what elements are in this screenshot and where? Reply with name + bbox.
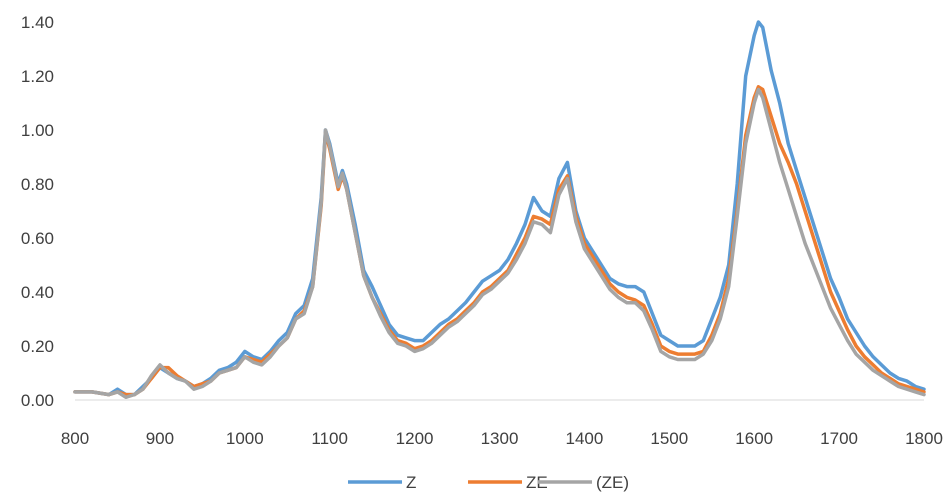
x-tick-label: 1400 [565, 429, 603, 448]
x-tick-label: 900 [146, 429, 174, 448]
x-axis-ticks: 800 900 1000 1100 1200 1300 1400 1500 1600 1700 18… [61, 429, 943, 448]
x-tick-label: 1100 [311, 429, 348, 448]
x-tick-label: 1300 [481, 429, 519, 448]
x-tick-label: 1700 [820, 429, 858, 448]
y-tick-label: 1.40 [21, 13, 54, 32]
y-tick-label: 1.00 [21, 121, 54, 140]
y-axis-ticks: 0.00 0.20 0.40 0.60 0.80 1.00 1.20 1.40 [21, 13, 54, 410]
series-line-1 [73, 20, 926, 397]
legend-label-2: ZE [526, 473, 548, 492]
x-tick-label: 1800 [905, 429, 943, 448]
x-tick-label: 1200 [396, 429, 434, 448]
y-tick-label: 1.20 [21, 67, 54, 86]
x-tick-label: 1600 [735, 429, 773, 448]
x-tick-label: 1500 [650, 429, 688, 448]
legend-label-1: Z [406, 473, 416, 492]
series-line-2 [73, 85, 926, 397]
legend-label-3: (ZE) [596, 473, 629, 492]
y-tick-label: 0.00 [21, 391, 54, 410]
x-tick-label: 1000 [226, 429, 264, 448]
y-tick-label: 0.20 [21, 337, 54, 356]
x-tick-label: 800 [61, 429, 89, 448]
y-tick-label: 0.60 [21, 229, 54, 248]
series-lines [73, 20, 926, 400]
legend: Z ZE (ZE) [348, 473, 629, 492]
y-tick-label: 0.80 [21, 175, 54, 194]
series-line-3 [73, 87, 926, 400]
y-tick-label: 0.40 [21, 283, 54, 302]
